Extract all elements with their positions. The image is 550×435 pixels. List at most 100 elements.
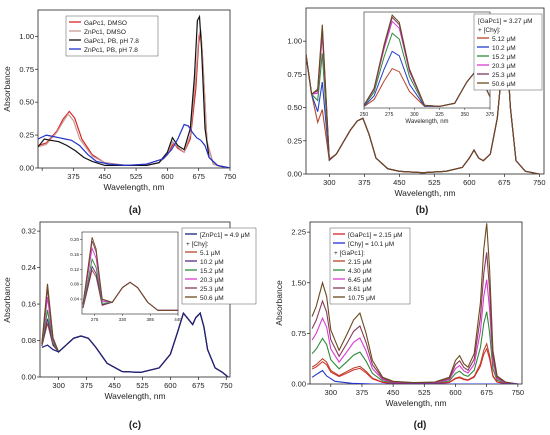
legend-header: + [Chy]: (478, 27, 501, 34)
y-tick-label: 0.00 (19, 164, 34, 173)
series-line (311, 369, 518, 384)
x-axis-label: Wavelength, nm (103, 182, 164, 192)
legend-entry: 2.15 μM (348, 259, 372, 266)
inset-series-line (82, 237, 178, 311)
legend-entry: 50.6 μM (200, 295, 224, 302)
legend-entry: 15.2 μM (200, 268, 224, 275)
x-tick-label: 450 (99, 172, 112, 181)
x-tick-label: 450 (387, 388, 400, 397)
x-tick-label: 675 (192, 172, 205, 181)
legend-entry: 6.45 μM (348, 277, 372, 284)
y-tick-label: 2.25 (291, 228, 306, 237)
x-tick-label: 600 (463, 178, 476, 187)
legend-entry: 8.61 μM (348, 286, 372, 293)
legend-header: + [Chy]: (186, 241, 209, 248)
inset-x-tick-label: 275 (385, 112, 394, 118)
inset-x-tick-label: 440 (174, 317, 182, 322)
x-tick-label: 375 (67, 172, 80, 181)
y-axis-label: Absorbance (2, 66, 12, 112)
x-tick-label: 600 (161, 172, 174, 181)
panel-label: (a) (129, 205, 141, 216)
y-tick-label: 1.00 (287, 37, 302, 46)
y-tick-label: 1.00 (19, 32, 34, 41)
x-tick-label: 525 (136, 381, 149, 390)
legend-entry: ZnPc1, DMSO (84, 29, 126, 36)
series-line (41, 312, 229, 377)
inset-x-tick-label: 325 (435, 112, 444, 118)
y-tick-label: 0.16 (21, 300, 36, 309)
inset-y-tick-label: 0.20 (70, 237, 79, 242)
inset-x-tick-label: 385 (146, 317, 154, 322)
x-tick-label: 525 (428, 178, 441, 187)
x-tick-label: 375 (358, 178, 371, 187)
inset-x-tick-label: 250 (360, 112, 369, 118)
x-tick-label: 375 (356, 388, 369, 397)
inset-frame (81, 231, 179, 315)
panel-c: 300 375 450 525 600 675 750 0.00 0.08 0.16 0.24 0.3… (2, 221, 257, 431)
inset-x-tick-label: 275 (91, 317, 99, 322)
x-tick-label: 675 (192, 381, 205, 390)
y-tick-label: 0.50 (19, 98, 34, 107)
y-tick-label: 0.32 (21, 227, 36, 236)
y-tick-label: 0.50 (287, 103, 302, 112)
series-line (38, 14, 230, 168)
x-tick-label: 525 (130, 172, 143, 181)
reference-series-line (41, 311, 229, 377)
legend-header: [ZnPc1] = 4.9 μM (200, 232, 250, 239)
x-axis-label: Wavelength, nm (394, 188, 455, 198)
y-axis-label: Absorbance (2, 277, 12, 323)
legend-entry: GaPc1, PB, pH 7.8 (84, 38, 139, 45)
legend-entry: 50.6 μM (492, 81, 516, 88)
series-line (41, 309, 229, 377)
inset-x-tick-label: 330 (119, 317, 127, 322)
x-axis-label: Wavelength, nm (104, 391, 165, 401)
inset-x-axis-label: Wavelength, nm (405, 119, 448, 125)
legend-entry: 5.1 μM (200, 250, 220, 257)
inset-y-tick-label: 0.12 (70, 267, 79, 272)
plot-frame (305, 7, 545, 175)
y-tick-label: 0.25 (287, 136, 302, 145)
y-axis-label: Absorbance (274, 280, 284, 326)
legend-entry: 10.2 μM (492, 45, 516, 52)
legend-entry: 25.3 μM (200, 286, 224, 293)
legend-entry: 10.2 μM (200, 259, 224, 266)
x-tick-label: 675 (480, 388, 493, 397)
x-tick-label: 450 (393, 178, 406, 187)
y-tick-label: 0.25 (19, 131, 34, 140)
x-tick-label: 750 (533, 178, 546, 187)
y-tick-label: 0.75 (291, 329, 306, 338)
inset-chart: 275 330 385 440 0.04 0.08 0.12 0.16 0.20 (70, 231, 182, 322)
legend-entry: 20.3 μM (200, 277, 224, 284)
legend-entry: 10.75 μM (348, 295, 375, 302)
y-tick-label: 0.24 (21, 263, 36, 272)
x-tick-label: 750 (224, 172, 237, 181)
inset-x-tick-label: 375 (486, 112, 495, 118)
series-line (311, 223, 518, 384)
inset-chart: 250 275 300 325 350 375 Wavelength, nm (360, 11, 495, 125)
legend-entry: 5.12 μM (492, 36, 516, 43)
x-tick-label: 375 (80, 381, 93, 390)
series-group (41, 283, 229, 377)
y-tick-label: 1.50 (291, 278, 306, 287)
legend-box (329, 227, 411, 305)
y-tick-label: 0.75 (19, 65, 34, 74)
panel-label: (b) (416, 205, 429, 216)
series-group (38, 14, 230, 168)
x-tick-label: 750 (220, 381, 233, 390)
panel-a: 375 450 525 600 675 750 0.00 0.25 0.50 0.75 1.00 Wa… (2, 9, 237, 216)
inset-y-tick-label: 0.08 (70, 282, 79, 287)
inset-x-tick-label: 300 (410, 112, 419, 118)
legend-entry: 25.3 μM (492, 72, 516, 79)
x-axis-label: Wavelength, nm (385, 398, 446, 408)
x-tick-label: 525 (418, 388, 431, 397)
legend-header: [Chy] = 10.1 μM (348, 241, 394, 248)
legend-entry: 4.30 μM (348, 268, 372, 275)
y-tick-label: 0.00 (291, 380, 306, 389)
plot-frame (37, 9, 231, 169)
legend-box (473, 13, 543, 91)
legend-entry: GaPc1, DMSO (84, 20, 127, 27)
inset-frame (363, 11, 491, 109)
panel-label: (d) (414, 420, 427, 431)
y-tick-label: 0.00 (287, 170, 302, 179)
